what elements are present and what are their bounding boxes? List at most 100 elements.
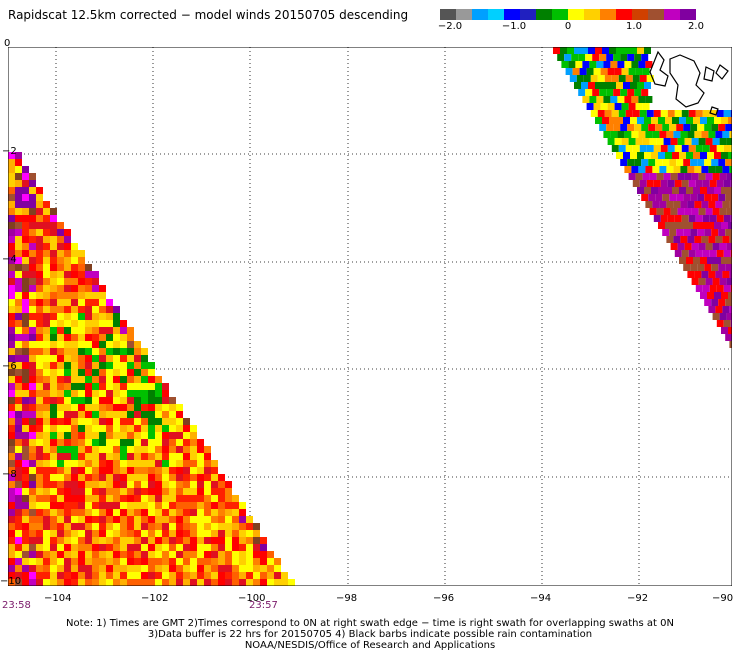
wind-cell bbox=[22, 201, 29, 208]
wind-cell bbox=[722, 271, 730, 278]
wind-cell bbox=[106, 453, 113, 460]
wind-cell bbox=[635, 173, 643, 180]
wind-cell bbox=[92, 509, 99, 516]
wind-cell bbox=[15, 285, 22, 292]
wind-cell bbox=[120, 425, 127, 432]
wind-cell bbox=[197, 558, 204, 565]
wind-cell bbox=[113, 341, 120, 348]
wind-cell bbox=[155, 509, 162, 516]
wind-cell bbox=[595, 117, 602, 124]
wind-cell bbox=[211, 495, 218, 502]
wind-cell bbox=[92, 327, 99, 334]
wind-cell bbox=[78, 481, 85, 488]
wind-cell bbox=[148, 537, 155, 544]
wind-cell bbox=[204, 474, 211, 481]
wind-cell bbox=[106, 467, 113, 474]
wind-cell bbox=[92, 453, 99, 460]
wind-cell bbox=[106, 320, 113, 327]
wind-cell bbox=[197, 544, 204, 551]
wind-cell bbox=[679, 117, 686, 124]
wind-cell bbox=[162, 530, 169, 537]
wind-cell bbox=[36, 411, 43, 418]
wind-cell bbox=[697, 159, 705, 166]
wind-cell bbox=[43, 404, 50, 411]
wind-cell bbox=[211, 474, 218, 481]
wind-cell bbox=[36, 285, 43, 292]
wind-cell bbox=[78, 327, 85, 334]
wind-cell bbox=[99, 397, 106, 404]
wind-cell bbox=[679, 152, 686, 159]
wind-cell bbox=[15, 551, 22, 558]
wind-cell bbox=[616, 152, 623, 159]
wind-cell bbox=[190, 537, 197, 544]
wind-cell bbox=[43, 222, 50, 229]
wind-cell bbox=[8, 418, 15, 425]
wind-cell bbox=[64, 488, 71, 495]
wind-cell bbox=[85, 565, 92, 572]
wind-cell bbox=[22, 530, 29, 537]
wind-cell bbox=[702, 110, 710, 117]
wind-cell bbox=[631, 61, 639, 68]
wind-cell bbox=[36, 432, 43, 439]
colorbar-swatch bbox=[584, 9, 600, 20]
wind-cell bbox=[99, 411, 106, 418]
wind-cell bbox=[15, 250, 22, 257]
wind-cell bbox=[611, 75, 619, 82]
wind-cell bbox=[709, 215, 717, 222]
wind-cell bbox=[85, 327, 92, 334]
wind-cell bbox=[211, 579, 218, 586]
wind-cell bbox=[43, 481, 50, 488]
wind-cell bbox=[29, 194, 36, 201]
wind-cell bbox=[71, 502, 78, 509]
wind-cell bbox=[719, 173, 727, 180]
wind-cell bbox=[8, 285, 15, 292]
wind-cell bbox=[22, 558, 29, 565]
wind-cell bbox=[57, 390, 64, 397]
wind-cell bbox=[711, 264, 719, 271]
wind-cell bbox=[162, 481, 169, 488]
wind-cell bbox=[85, 306, 92, 313]
wind-cell bbox=[719, 138, 727, 145]
wind-cell bbox=[565, 68, 573, 75]
wind-cell bbox=[29, 481, 36, 488]
wind-cell bbox=[22, 425, 29, 432]
colorbar-tick: 2.0 bbox=[688, 21, 704, 32]
wind-cell bbox=[694, 131, 702, 138]
wind-cell bbox=[22, 523, 29, 530]
wind-cell bbox=[169, 551, 176, 558]
wind-cell bbox=[728, 292, 732, 299]
wind-cell bbox=[679, 257, 686, 264]
wind-cell bbox=[71, 509, 78, 516]
wind-cell bbox=[614, 103, 622, 110]
wind-cell bbox=[29, 257, 36, 264]
wind-cell bbox=[57, 348, 64, 355]
wind-cell bbox=[141, 516, 148, 523]
wind-cell bbox=[183, 565, 190, 572]
wind-cell bbox=[106, 509, 113, 516]
wind-cell bbox=[658, 222, 665, 229]
wind-cell bbox=[8, 495, 15, 502]
wind-cell bbox=[29, 509, 36, 516]
wind-cell bbox=[99, 502, 106, 509]
wind-cell bbox=[127, 432, 134, 439]
y-tick-label: −8 bbox=[2, 469, 17, 480]
wind-cell bbox=[148, 516, 155, 523]
wind-cell bbox=[120, 348, 127, 355]
wind-cell bbox=[729, 236, 732, 243]
wind-cell bbox=[722, 131, 730, 138]
wind-cell bbox=[660, 215, 668, 222]
wind-cell bbox=[148, 404, 155, 411]
wind-cell bbox=[15, 446, 22, 453]
wind-cell bbox=[15, 474, 22, 481]
wind-cell bbox=[645, 166, 653, 173]
wind-cell bbox=[723, 215, 731, 222]
wind-cell bbox=[267, 565, 274, 572]
wind-cell bbox=[680, 201, 688, 208]
wind-cell bbox=[134, 537, 141, 544]
wind-cell bbox=[78, 313, 85, 320]
wind-cell bbox=[681, 110, 689, 117]
wind-cell bbox=[78, 362, 85, 369]
wind-cell bbox=[29, 460, 36, 467]
wind-cell bbox=[599, 124, 607, 131]
wind-cell bbox=[120, 530, 127, 537]
